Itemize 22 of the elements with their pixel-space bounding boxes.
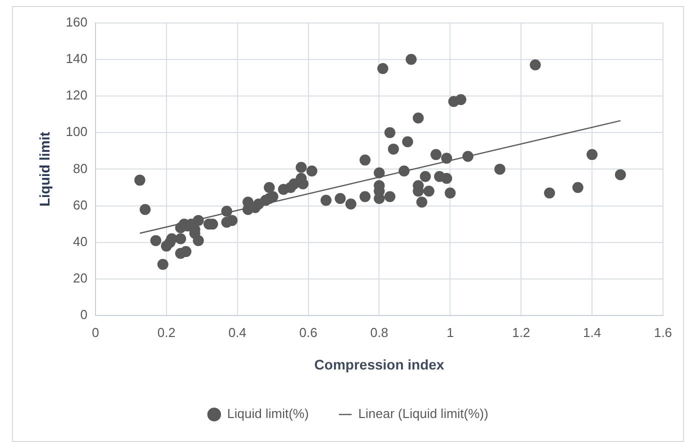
x-tick-label: 0 [92,324,100,340]
x-tick-label: 1.6 [654,324,672,340]
y-tick-label: 160 [66,14,88,30]
y-tick-label: 60 [73,197,88,212]
x-tick-label: 1.2 [512,324,530,340]
x-tick-label: 1.4 [583,324,602,340]
y-tick-label: 120 [66,88,88,103]
x-tick-label: 1 [446,324,454,340]
y-tick-label: 20 [73,270,88,286]
y-tick-label: 100 [66,124,88,140]
legend-label: Linear (Liquid limit(%)) [358,406,488,422]
x-axis-title: Compression index [314,356,444,372]
x-tick-label: 0.4 [228,324,246,340]
y-axis-title: Liquid limit [36,132,52,207]
y-tick-label: 80 [73,160,88,176]
legend-label: Liquid limit(%) [227,406,309,422]
x-tick-label: 0.8 [370,324,388,340]
y-tick-label: 0 [80,307,88,322]
x-tick-label: 0.6 [299,324,318,340]
x-tick-label: 0.2 [157,324,176,340]
y-tick-label: 140 [66,50,88,66]
y-tick-label: 40 [73,234,88,249]
